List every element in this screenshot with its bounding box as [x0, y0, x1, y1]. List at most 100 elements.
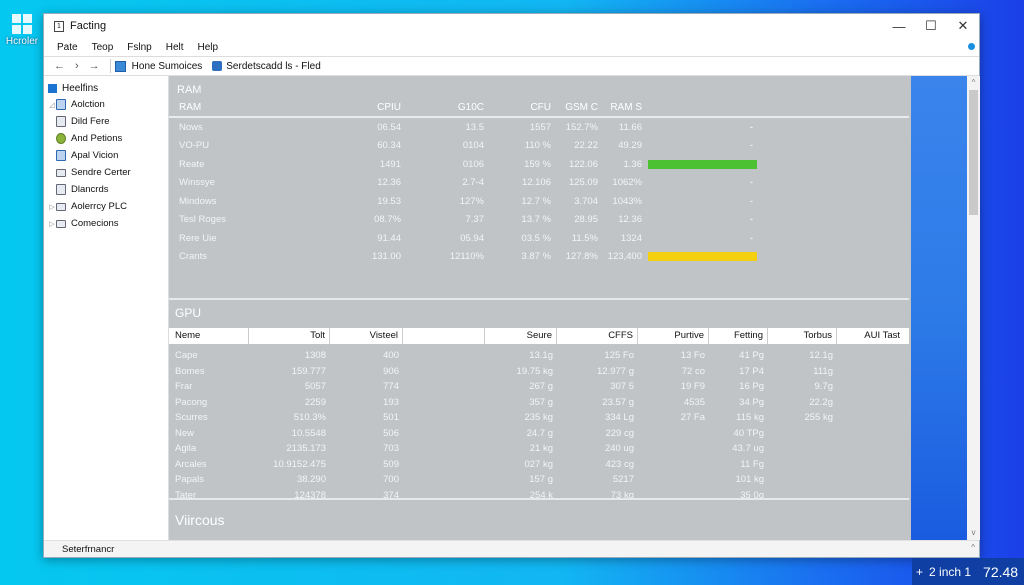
col-header[interactable]: RAM S	[610, 101, 642, 113]
desktop-icon[interactable]: Hcroler	[2, 14, 42, 47]
table-cell: 13.1g	[529, 350, 553, 362]
nav-item[interactable]: Apal Vicion	[44, 147, 168, 164]
col-header[interactable]: Neme	[169, 328, 249, 344]
status-up-icon[interactable]: ^	[971, 543, 975, 552]
table-cell: 12.36	[618, 214, 642, 226]
table-cell: Mindows	[179, 195, 217, 207]
gear-icon	[56, 133, 66, 144]
table-row[interactable]: Frar 5057 774 267 g 307 5 19 F9 16 Pg 9.7g	[169, 379, 909, 395]
back-icon[interactable]: ←	[54, 60, 65, 72]
col-header[interactable]: Seure	[485, 328, 557, 344]
breadcrumb-item[interactable]: Serdetscadd ls - Fled	[212, 61, 321, 72]
vertical-scrollbar[interactable]: ^ v	[967, 76, 980, 540]
table-row[interactable]: Bomes 159.777 906 19.75 kg 12.977 g 72 co 17 P…	[169, 364, 909, 380]
maximize-button[interactable]: ☐	[925, 18, 937, 33]
nav-item[interactable]: ▷ Aolerrcy PLC	[44, 198, 168, 215]
nav-item[interactable]: Sendre Certer	[44, 164, 168, 181]
menu-item[interactable]: Pate	[57, 41, 78, 53]
table-row[interactable]: Mindows 19.53 127% 12.7 % 3.704 1043% -	[169, 192, 909, 211]
table-row[interactable]: Reate 1491 0106 159 % 122.06 1.36	[169, 155, 909, 174]
tray-label[interactable]: 2 inch 1	[929, 564, 972, 579]
col-header[interactable]: G10C	[457, 101, 484, 113]
table-row[interactable]: Rere Uie 91.44 05.94 03.5 % 11.5% 1324 -	[169, 229, 909, 248]
table-cell: 35 0g	[740, 489, 764, 501]
table-row[interactable]: Pacong 2259 193 357 g 23.57 g 4535 34 Pg 22.2g	[169, 395, 909, 411]
table-cell: 27 Fa	[680, 412, 705, 424]
table-cell: 12110%	[449, 251, 484, 263]
table-row[interactable]: Winssye 12.36 2.7-4 12.106 125.09 1062% -	[169, 174, 909, 193]
table-cell: Nows	[179, 121, 203, 133]
table-cell: 91.44	[377, 232, 401, 244]
col-header[interactable]: Purtive	[638, 328, 709, 344]
table-cell: 03.5 %	[521, 232, 551, 244]
table-row[interactable]: Tesl Roges 08.7% 7.37 13.7 % 28.95 12.36 -	[169, 211, 909, 230]
table-row[interactable]: VO-PU 60.34 0104 110 % 22.22 49.29 -	[169, 137, 909, 156]
ram-header-row: RAM CPIU G10C CFU GSM C RAM S	[169, 98, 909, 118]
root-icon	[48, 83, 57, 93]
minimize-button[interactable]: —	[892, 18, 906, 34]
table-cell: 774	[383, 381, 399, 393]
table-cell: 10.5548	[291, 427, 326, 439]
table-cell: 34 Pg	[739, 396, 764, 408]
table-cell: 700	[383, 474, 399, 486]
nav-item[interactable]: Dlancrds	[44, 181, 168, 198]
close-button[interactable]: ✕	[957, 18, 969, 33]
tray-plus-icon[interactable]: +	[916, 564, 924, 579]
table-cell: Rere Uie	[179, 232, 217, 244]
table-cell: 40 TPg	[733, 427, 764, 439]
gpu-section: GPU Neme Tolt Visteel Seure CFFS Purtive…	[169, 300, 909, 501]
usage-dash: -	[749, 140, 753, 152]
table-row[interactable]: Nows 06.54 13.5 1557 152.7% 11.66 -	[169, 118, 909, 137]
col-header[interactable]: Visteel	[330, 328, 403, 344]
expand-icon[interactable]: ◿	[49, 101, 55, 109]
table-cell: 127.8%	[565, 251, 598, 263]
breadcrumb-item[interactable]: Hone Sumoices	[132, 61, 203, 72]
col-header[interactable]: Fetting	[709, 328, 768, 344]
col-header[interactable]: AUI Tast	[864, 330, 900, 341]
table-row[interactable]: Papals 38.290 700 157 g 5217 101 kg	[169, 472, 909, 488]
table-row[interactable]: Tater 124378 374 254 k 73 kg 35 0g	[169, 488, 909, 504]
scroll-down-icon[interactable]: v	[971, 528, 976, 537]
table-row[interactable]: Crants 131.00 12110% 3.87 % 127.8% 123,400	[169, 248, 909, 267]
expand-icon[interactable]: ▷	[49, 203, 55, 211]
table-cell: 7.37	[465, 214, 485, 226]
nav-item[interactable]: And Petions	[44, 130, 168, 147]
col-header[interactable]: RAM	[179, 101, 202, 113]
table-cell: 1043%	[612, 195, 642, 207]
menu-item[interactable]: Helt	[165, 41, 184, 53]
scroll-thumb[interactable]	[969, 90, 978, 215]
nav-item[interactable]: Dild Fere	[44, 113, 168, 130]
forward-icon[interactable]: ›	[75, 60, 79, 72]
col-header[interactable]: CFU	[530, 101, 551, 113]
next-icon[interactable]: →	[88, 60, 100, 72]
col-header[interactable]: Tolt	[249, 328, 330, 344]
tray-clock[interactable]: 72.48	[983, 563, 1019, 580]
table-row[interactable]: Agila 2135.173 703 21 kg 240 ug 43.7 ug	[169, 441, 909, 457]
menu-item[interactable]: Fslnp	[127, 41, 152, 53]
menu-item[interactable]: Teop	[91, 41, 114, 53]
scroll-up-icon[interactable]: ^	[971, 78, 976, 87]
col-header[interactable]: GSM C	[565, 101, 598, 113]
table-cell: 05.94	[460, 232, 484, 244]
nav-root[interactable]: Heelfins	[44, 80, 168, 96]
col-header[interactable]: CFFS	[557, 328, 638, 344]
gpu-title: GPU	[175, 306, 202, 320]
col-header[interactable]	[403, 328, 485, 344]
table-row[interactable]: Cape 1308 400 13.1g 125 Fo 13 Fo 41 Pg 12.1g	[169, 348, 909, 364]
expand-icon[interactable]: ▷	[49, 220, 55, 228]
address-bar: ← › → Hone Sumoices Serdetscadd ls - Fle…	[44, 56, 979, 76]
table-cell: 49.29	[618, 140, 642, 152]
table-cell: 12.1g	[809, 350, 833, 362]
notification-dot-icon[interactable]	[968, 43, 975, 50]
table-row[interactable]: New 10.5548 506 24.7 g 229 cg 40 TPg	[169, 426, 909, 442]
table-cell: 400	[383, 350, 399, 362]
table-cell: Tater	[175, 489, 197, 501]
nav-item[interactable]: ▷ Comecions	[44, 215, 168, 232]
table-row[interactable]: Arcales 10.9152.475 509 027 kg 423 cg 11 Fg	[169, 457, 909, 473]
col-header[interactable]: Torbus	[768, 328, 837, 344]
col-header[interactable]: CPIU	[377, 101, 401, 113]
table-row[interactable]: Scurres 510.3% 501 235 kg 334 Lg 27 Fa 115 kg 2…	[169, 410, 909, 426]
menu-item-help[interactable]: Help	[197, 41, 219, 53]
table-cell: 11.66	[618, 121, 642, 133]
nav-item[interactable]: ◿ Aolction	[44, 96, 168, 113]
